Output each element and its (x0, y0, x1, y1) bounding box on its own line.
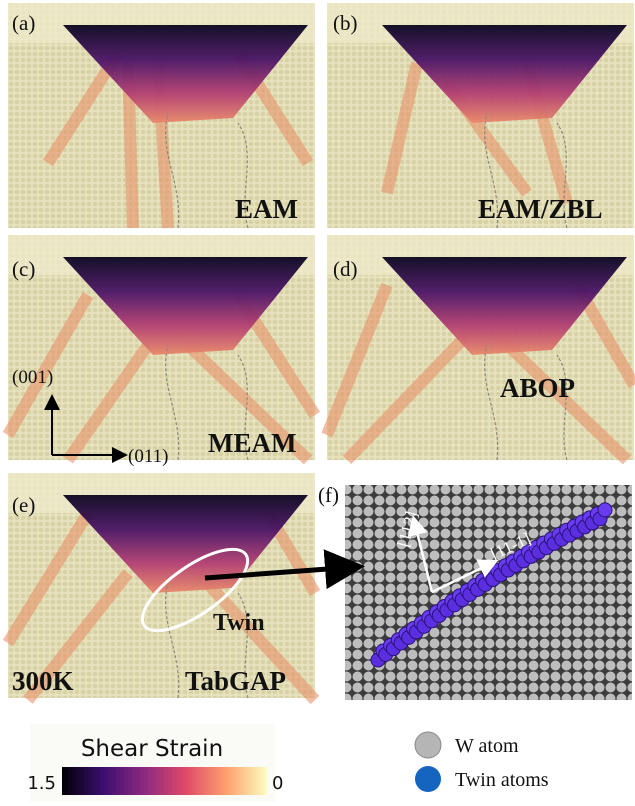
panel-label: (f) (318, 483, 339, 507)
md-snapshot (327, 235, 634, 460)
colorbar (62, 767, 267, 795)
md-snapshot (8, 235, 315, 460)
panel-label: (c) (12, 257, 35, 281)
legend-label: W atom (455, 735, 519, 757)
twin-atom (598, 503, 612, 517)
method-label: EAM (235, 194, 298, 224)
panel-label: (e) (12, 493, 35, 517)
panel-label: (b) (333, 11, 358, 35)
method-label: ABOP (500, 373, 575, 403)
panel-label: (d) (333, 257, 358, 281)
annotation: Twin (213, 610, 265, 636)
colorbar-tick: 1.5 (27, 773, 56, 794)
axis-label: (001) (12, 367, 53, 388)
legend-swatch (415, 732, 441, 758)
temperature-label: 300K (12, 666, 74, 696)
legend-swatch (415, 766, 441, 792)
panel-images (8, 3, 634, 700)
figure: (a) EAM (b) EAM/ZBL (c) MEAM (001) (011)… (0, 0, 635, 806)
colorbar-tick: 0 (272, 773, 283, 794)
method-label: MEAM (208, 428, 296, 458)
method-label: TabGAP (185, 666, 286, 696)
axis-label: (011) (128, 446, 168, 467)
colorbar-title: Shear Strain (81, 736, 223, 762)
atom-image (345, 485, 632, 700)
method-label: EAM/ZBL (478, 194, 603, 224)
legend-label: Twin atoms (455, 769, 549, 791)
panel-label: (a) (12, 11, 35, 35)
